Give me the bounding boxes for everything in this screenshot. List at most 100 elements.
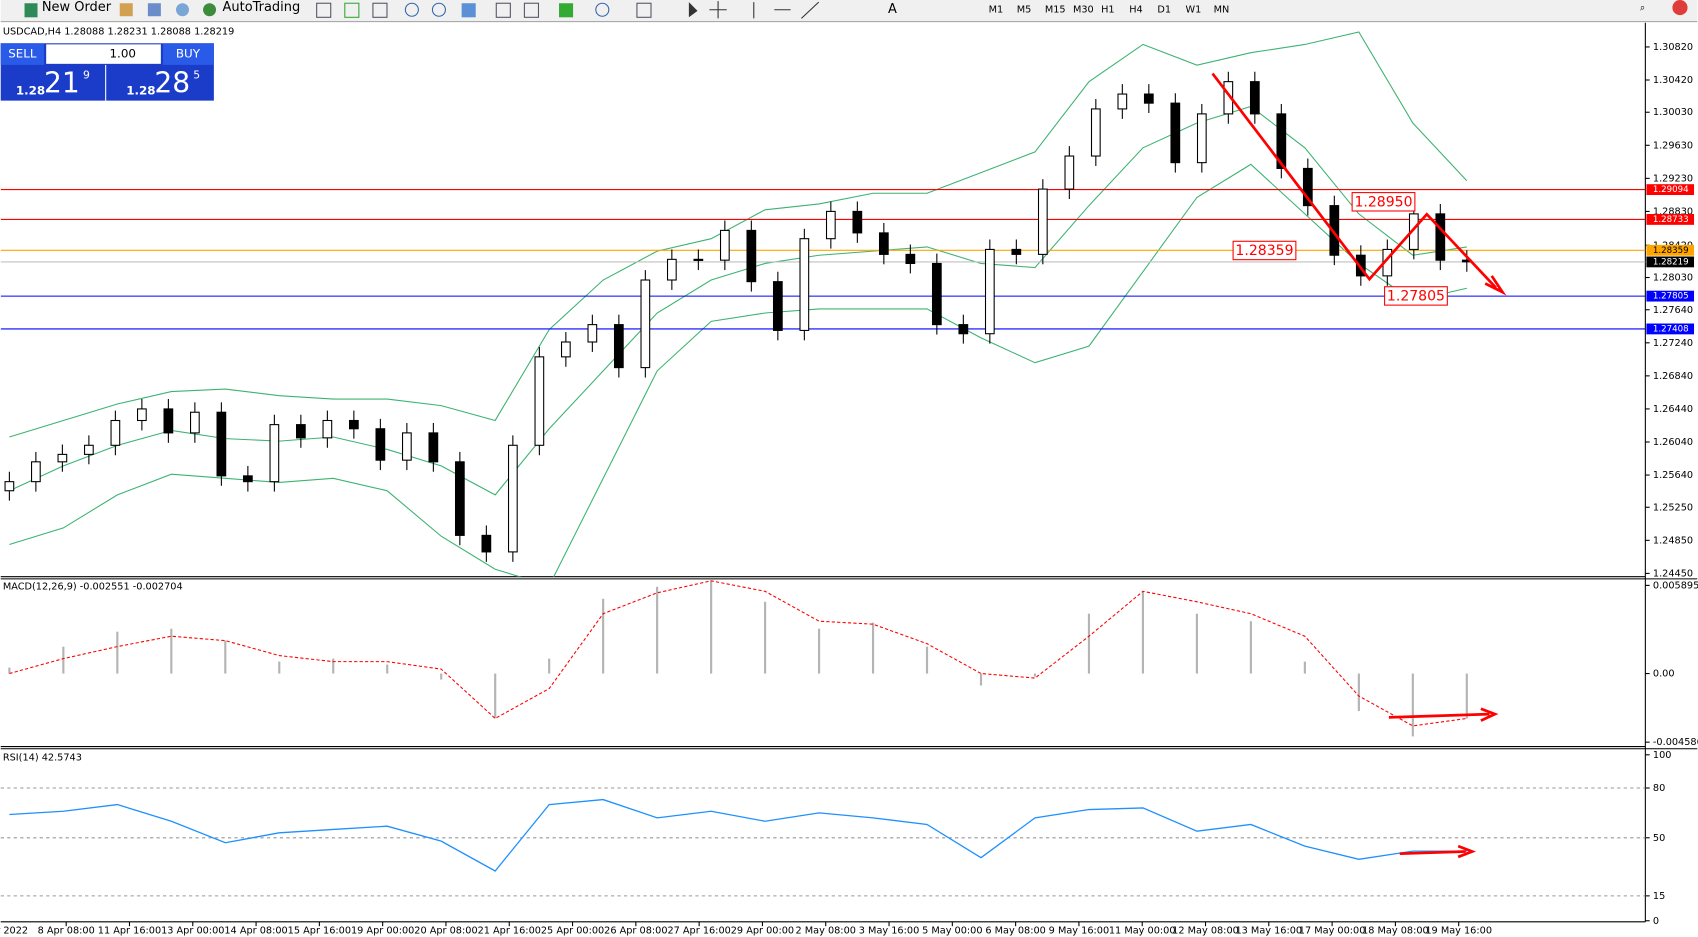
y-tick-label: 1.26440 <box>1653 404 1693 415</box>
toolbar-icon[interactable] <box>344 2 360 18</box>
toolbar-icon[interactable] <box>404 2 419 17</box>
candle-body <box>481 534 492 553</box>
candle-body <box>746 229 757 283</box>
y-tick-label: 1.27240 <box>1653 338 1693 349</box>
line-tools[interactable] <box>753 1 820 19</box>
toolbar-icon[interactable] <box>147 3 161 17</box>
candle-body <box>693 258 704 261</box>
candle-body <box>1037 188 1048 255</box>
toolbar-icon[interactable] <box>636 2 652 18</box>
volume-input[interactable] <box>46 44 161 64</box>
y-tick-label: 1.30030 <box>1653 107 1693 118</box>
price-level-tag <box>1646 244 1695 256</box>
search-icon[interactable]: ⌕ <box>1640 3 1645 14</box>
x-tick-label: 6 May 08:00 <box>985 926 1045 937</box>
toolbar-icon[interactable] <box>495 2 511 18</box>
candle-body <box>666 258 677 281</box>
timeframe-button[interactable]: M15 <box>1045 5 1066 16</box>
toolbar-icon[interactable] <box>595 2 610 17</box>
price-level-label: 1.28733 <box>1653 215 1689 225</box>
candle-body <box>84 444 94 455</box>
timeframe-button[interactable]: H1 <box>1101 5 1115 16</box>
macd-bar <box>1303 661 1306 674</box>
new-order-icon[interactable] <box>24 3 38 18</box>
macd-bar <box>1033 673 1037 677</box>
sell-price-big[interactable]: 1.28 <box>16 83 45 97</box>
timeframe-button[interactable]: W1 <box>1185 5 1201 16</box>
candle-body <box>163 408 174 434</box>
toolbar-icon[interactable] <box>523 2 540 18</box>
toolbar-icon[interactable] <box>372 2 388 18</box>
toolbar-icon[interactable] <box>461 3 476 18</box>
toolbar-icon[interactable] <box>431 2 446 17</box>
y-tick-label: 1.25250 <box>1653 502 1693 513</box>
timeframe-button[interactable]: MN <box>1214 5 1230 16</box>
toolbar-icon[interactable] <box>119 3 133 17</box>
new-order-button[interactable]: New Order <box>42 0 112 15</box>
candle-body <box>1249 81 1260 115</box>
x-tick-label: 8 Apr 08:00 <box>38 926 95 937</box>
candle-body <box>772 281 783 331</box>
crosshair-tool[interactable] <box>709 1 727 19</box>
candle-body <box>560 341 571 358</box>
price-level-tag <box>1646 214 1695 225</box>
autotrading-button[interactable]: AutoTrading <box>223 0 301 15</box>
macd-bar <box>1465 673 1468 719</box>
x-tick-label: 13 May 16:00 <box>1235 926 1302 937</box>
buy-price-frac[interactable]: 5 <box>193 69 200 82</box>
autotrading-icon[interactable] <box>203 3 217 17</box>
volume-value[interactable]: 1.00 <box>109 47 135 61</box>
macd-bar <box>278 661 281 674</box>
candle-body <box>958 324 969 335</box>
candle-body <box>454 461 465 536</box>
toolbar-icon[interactable] <box>176 3 189 17</box>
timeframe-button[interactable]: H4 <box>1129 5 1143 16</box>
toolbar-icon[interactable] <box>559 3 574 18</box>
timeframe-button[interactable]: D1 <box>1157 5 1171 16</box>
timeframe-button[interactable]: M5 <box>1017 5 1032 16</box>
buy-price-pips[interactable]: 28 <box>154 66 190 99</box>
candle-body <box>1435 213 1446 261</box>
text-tool[interactable]: A <box>888 2 897 17</box>
x-tick-label: 12 May 08:00 <box>1172 926 1239 937</box>
sell-button[interactable] <box>0 43 45 65</box>
candle-body <box>799 238 810 331</box>
macd-bar <box>710 580 713 674</box>
x-tick-label: Apr 2022 <box>0 926 28 937</box>
toolbar-icon[interactable] <box>316 2 332 18</box>
macd-bar <box>440 673 443 680</box>
y-tick-label: 50 <box>1653 833 1665 844</box>
sell-price-pips[interactable]: 21 <box>44 66 80 99</box>
sell-price-frac[interactable]: 9 <box>83 69 90 82</box>
y-tick-label: 1.24850 <box>1653 535 1693 546</box>
macd-bar <box>386 664 389 674</box>
candle-body <box>428 432 439 463</box>
cursor-tool[interactable] <box>688 2 698 18</box>
x-tick-label: 25 Apr 00:00 <box>541 926 604 937</box>
price-level-tag <box>1646 256 1695 268</box>
candle-body <box>825 210 836 240</box>
trade-panel: SELL 1.00 BUY 1.28 21 9 1.28 28 5 <box>0 43 214 101</box>
candle-body <box>190 411 200 434</box>
x-tick-label: 14 Apr 08:00 <box>224 926 287 937</box>
macd-bar <box>62 646 65 674</box>
buy-button[interactable] <box>163 43 214 65</box>
notification-badge[interactable] <box>1672 0 1688 16</box>
x-tick-label: 3 May 16:00 <box>859 926 919 937</box>
timeframe-button[interactable]: M30 <box>1073 5 1094 16</box>
timeframe-button[interactable]: M1 <box>989 5 1004 16</box>
candle-body <box>613 324 624 369</box>
price-level-tag <box>1646 323 1695 335</box>
macd-bar <box>1357 673 1360 711</box>
candle-body <box>110 419 121 446</box>
bollinger-middle <box>9 105 1467 496</box>
y-tick-label: 1.30820 <box>1653 42 1693 53</box>
macd-arrow <box>1388 712 1490 719</box>
candle-body <box>1090 108 1101 157</box>
buy-label[interactable]: BUY <box>176 47 201 61</box>
macd-bar <box>494 673 497 719</box>
indicator-line <box>9 798 1467 872</box>
buy-price-big[interactable]: 1.28 <box>126 83 155 97</box>
sell-label[interactable]: SELL <box>8 47 37 61</box>
